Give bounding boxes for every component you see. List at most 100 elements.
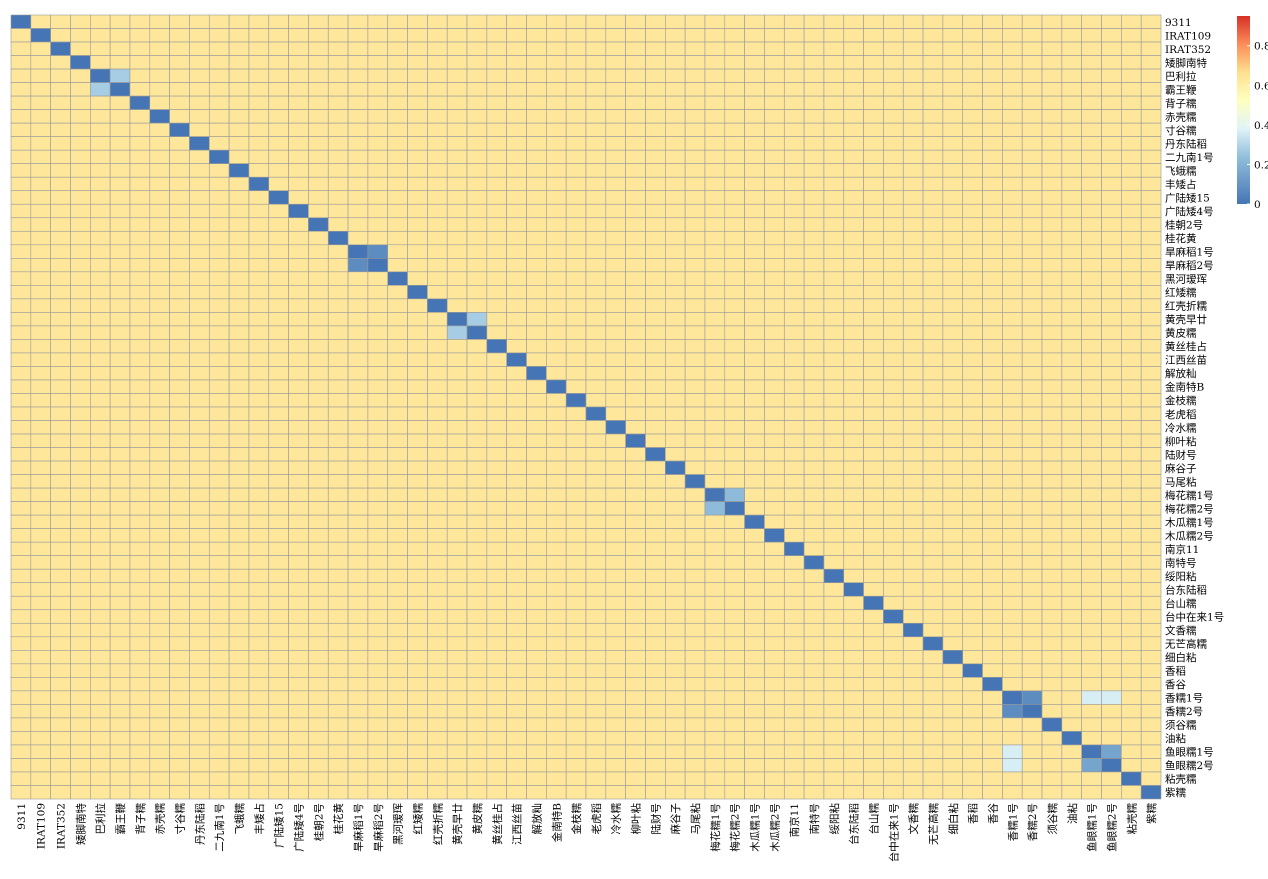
heatmap-cell [585,785,607,800]
heatmap-cell [109,555,131,570]
heatmap-cell [565,14,587,29]
heatmap-cell [189,568,210,584]
heatmap-cell [268,541,289,556]
heatmap-cell [208,609,230,624]
heatmap-cell [526,677,547,692]
heatmap-cell [863,230,884,246]
heatmap-cell [1101,514,1122,529]
heatmap-cell [1002,717,1023,732]
heatmap-cell [744,582,765,597]
heatmap-cell [585,14,607,29]
heatmap-cell [665,82,686,97]
heatmap-cell [1041,690,1063,705]
heatmap-cell [863,785,884,800]
heatmap-cell [486,379,507,394]
heatmap-cell [665,230,686,246]
heatmap-cell [803,447,825,462]
heatmap-cell [169,541,190,556]
heatmap-cell [70,95,91,110]
heatmap-cell [1121,663,1142,678]
heatmap-cell [308,514,329,529]
heatmap-cell [10,82,32,97]
heatmap-cell [50,609,71,624]
heatmap-cell [902,109,924,124]
heatmap-cell [724,541,745,556]
heatmap-cell [109,717,131,732]
heatmap-cell [30,785,51,800]
heatmap-cell [704,258,726,273]
column-label: 梅花糯1号 [709,803,722,852]
heatmap-cell [863,203,884,219]
heatmap-cell [268,230,289,246]
heatmap-cell [486,704,507,719]
heatmap-cell [50,28,71,43]
heatmap-cell [1041,785,1063,800]
heatmap-cell [228,690,250,705]
heatmap-cell [327,690,349,705]
heatmap-cell [625,122,646,137]
heatmap-cell [942,41,964,56]
heatmap-cell [446,758,468,773]
heatmap-cell [288,122,309,137]
heatmap-cell [268,203,289,219]
heatmap-cell [30,528,51,543]
heatmap-cell [30,95,51,110]
row-label: 香糯2号 [1165,705,1203,718]
heatmap-cell [1021,149,1043,164]
heatmap-cell [446,663,468,678]
heatmap-cell [1061,447,1082,462]
heatmap-cell [367,582,389,597]
heatmap-cell [645,203,666,219]
heatmap-cell [1061,230,1082,246]
heatmap-cell [1041,217,1063,232]
heatmap-cell [764,528,785,543]
heatmap-cell [189,636,210,651]
heatmap-cell [1002,528,1023,543]
heatmap-cell [1101,717,1122,732]
heatmap-cell [407,595,428,611]
row-label: 梅花糯1号 [1165,489,1214,502]
heatmap-cell [228,677,250,692]
heatmap-cell [90,568,111,584]
heatmap-cell [803,366,825,381]
heatmap-cell [526,514,547,529]
heatmap-cell [208,28,230,43]
heatmap-cell [546,82,567,97]
heatmap-cell [387,406,408,421]
heatmap-cell [506,82,527,97]
heatmap-cell [1121,82,1142,97]
heatmap-cell [704,622,726,638]
heatmap-cell [724,487,745,502]
heatmap-cell [466,744,488,759]
heatmap-cell [288,677,309,692]
heatmap-cell [70,568,91,584]
heatmap-cell [902,203,924,219]
heatmap-cell [427,393,448,408]
heatmap-cell [30,582,51,597]
heatmap-cell [1121,149,1142,164]
heatmap-cell [526,487,547,502]
heatmap-cell [1002,14,1023,29]
heatmap-cell [149,298,170,313]
heatmap-cell [1021,460,1043,475]
heatmap-cell [327,568,349,584]
heatmap-cell [1061,312,1082,327]
heatmap-cell [288,433,309,448]
heatmap-cell [288,609,309,624]
heatmap-cell [486,541,507,556]
heatmap-cell [665,109,686,124]
heatmap-cell [783,514,805,529]
heatmap-cell [1140,595,1162,611]
heatmap-cell [665,163,686,178]
heatmap-cell [1081,149,1102,164]
heatmap-cell [704,122,726,137]
heatmap-cell [30,420,51,435]
heatmap-cell [823,406,845,421]
heatmap-cell [70,325,91,340]
heatmap-cell [1121,771,1142,786]
heatmap-cell [268,501,289,516]
heatmap-cell [1101,541,1122,556]
heatmap-cell [288,325,309,340]
heatmap-cell [902,744,924,759]
heatmap-cell [506,433,527,448]
